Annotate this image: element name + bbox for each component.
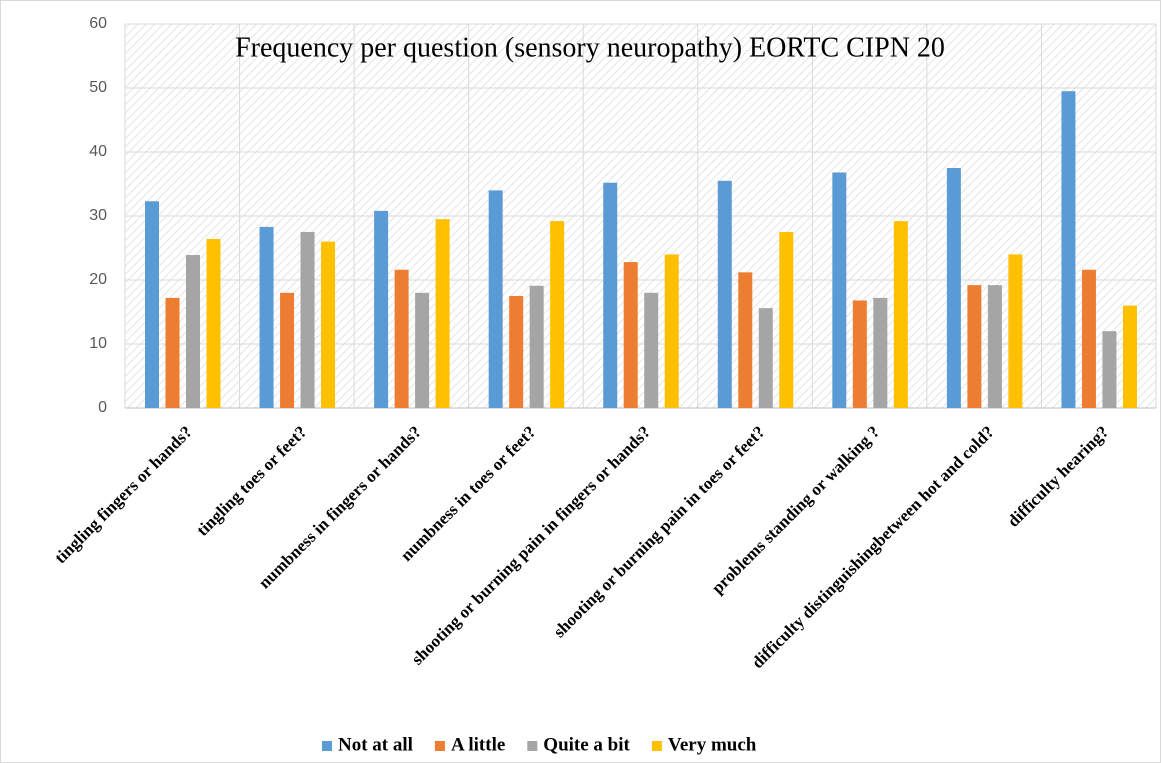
legend-label: Quite a bit <box>543 734 630 755</box>
legend-swatch <box>322 741 332 751</box>
bar <box>1081 269 1096 408</box>
y-tick-label: 30 <box>89 207 107 224</box>
legend-label: Very much <box>668 734 757 755</box>
legend-label: A little <box>451 734 505 755</box>
y-tick-label: 40 <box>89 143 107 160</box>
y-tick-label: 20 <box>89 271 107 288</box>
bar <box>259 226 274 408</box>
bar <box>1122 305 1137 408</box>
y-tick-label: 50 <box>89 79 107 96</box>
chart-title: Frequency per question (sensory neuropat… <box>235 32 945 63</box>
bar <box>374 210 389 408</box>
bar <box>394 269 409 408</box>
y-tick-label: 0 <box>98 399 107 416</box>
bar <box>758 308 773 408</box>
bar <box>435 219 450 408</box>
legend-swatch <box>527 741 538 751</box>
bar <box>165 297 180 408</box>
bar <box>145 201 159 408</box>
bar <box>206 239 221 408</box>
bar <box>832 172 847 408</box>
bar <box>623 262 638 408</box>
bar <box>488 190 503 408</box>
bar <box>779 232 794 408</box>
bar <box>280 292 295 408</box>
bar <box>644 292 659 408</box>
bar <box>893 221 908 408</box>
bar <box>300 232 315 408</box>
legend-swatch <box>651 741 662 751</box>
bar <box>1008 254 1023 408</box>
bar <box>509 296 524 408</box>
bar <box>1061 91 1076 408</box>
bar <box>738 272 753 408</box>
bar <box>529 285 544 408</box>
legend-swatch <box>434 741 445 751</box>
y-tick-label: 10 <box>89 335 107 352</box>
bar <box>717 180 732 408</box>
bar <box>550 221 565 408</box>
bar <box>415 292 430 408</box>
y-tick-label: 60 <box>89 15 107 32</box>
bar <box>852 300 867 408</box>
bar <box>603 182 618 408</box>
bar <box>664 254 679 408</box>
bar <box>321 241 336 408</box>
bar <box>987 285 1002 408</box>
bar <box>873 297 888 408</box>
bar <box>1102 331 1117 408</box>
bar <box>186 255 200 408</box>
bar <box>967 285 982 408</box>
legend-label: Not at all <box>338 734 413 755</box>
bar <box>946 168 961 408</box>
